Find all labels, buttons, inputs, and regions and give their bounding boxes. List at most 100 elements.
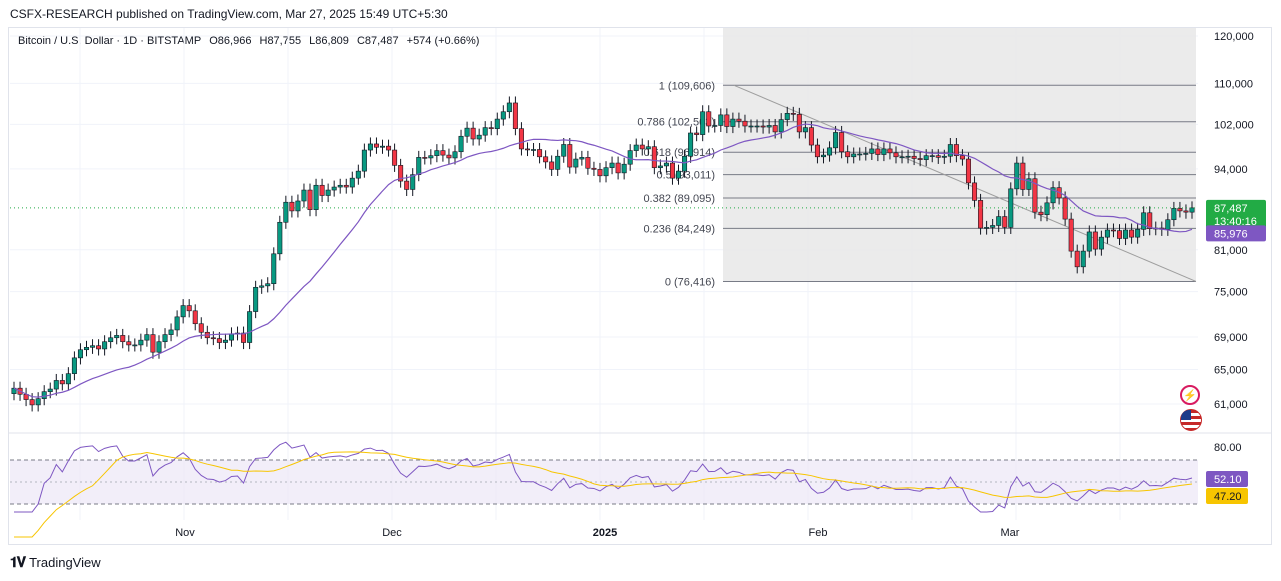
candle-body — [434, 150, 440, 156]
symbol-name[interactable]: Bitcoin / U.S. Dollar · 1D · BITSTAMP — [18, 35, 202, 47]
candle-body — [555, 155, 561, 170]
candle-body — [253, 286, 259, 312]
candle-body — [845, 151, 851, 158]
candle-body — [398, 165, 404, 182]
candle-body — [796, 114, 802, 133]
candle-body — [210, 337, 216, 340]
candle-body — [59, 380, 65, 385]
candle-body — [1117, 230, 1123, 239]
candle-body — [682, 155, 688, 172]
candle-body — [126, 341, 132, 346]
candle-body — [416, 157, 422, 175]
fib-level-label: 1 (109,606) — [659, 80, 715, 92]
candle-body — [676, 170, 682, 179]
candle-body — [1044, 202, 1050, 215]
footer-brand: TradingView — [29, 555, 101, 570]
candle-body — [1098, 236, 1104, 250]
rsi-ma-line — [14, 451, 1193, 538]
candle-body — [790, 113, 796, 115]
candle-body — [247, 311, 253, 343]
candle-body — [651, 146, 657, 168]
candle-body — [114, 335, 120, 339]
flash-icon[interactable]: ⚡ — [1180, 385, 1200, 405]
candle-body — [1110, 229, 1116, 232]
candle-body — [760, 125, 766, 128]
y-tick-label: 110,000 — [1214, 78, 1253, 90]
candle-body — [573, 158, 579, 168]
candle-body — [688, 132, 694, 157]
candle-body — [579, 157, 585, 160]
candle-body — [1177, 208, 1183, 212]
candle-body — [1141, 212, 1147, 230]
candle-body — [543, 156, 549, 163]
candle-body — [404, 180, 410, 190]
candle-body — [766, 125, 772, 128]
candle-body — [875, 148, 881, 155]
candle-body — [645, 146, 651, 150]
candle-body — [500, 111, 506, 120]
candle-body — [887, 148, 893, 154]
candle-body — [694, 132, 700, 135]
candle-body — [827, 147, 833, 156]
x-tick-label: Nov — [175, 527, 195, 539]
candle-body — [331, 186, 337, 191]
y-tick-label: 94,000 — [1214, 164, 1248, 176]
candle-body — [53, 380, 59, 390]
candle-body — [313, 184, 319, 210]
candle-body — [863, 153, 869, 155]
candle-body — [289, 201, 295, 212]
candle-body — [1135, 229, 1141, 238]
candle-body — [1032, 178, 1038, 213]
candle-body — [990, 225, 996, 228]
candle-body — [627, 150, 633, 165]
candle-body — [700, 111, 706, 135]
candle-body — [1026, 178, 1032, 190]
candle-body — [923, 155, 929, 160]
rsi-ma-value-badge — [1206, 488, 1248, 504]
candle-body — [857, 153, 863, 156]
candle-body — [222, 339, 228, 343]
candle-body — [706, 111, 712, 127]
candle-body — [476, 134, 482, 140]
footer[interactable]: 𝟏𝐕 TradingView — [10, 554, 101, 571]
candle-body — [271, 253, 277, 285]
candle-body — [1020, 162, 1026, 190]
candle-body — [1189, 207, 1195, 213]
candle-body — [174, 316, 180, 331]
fib-level-label: 0.618 (96,914) — [643, 147, 715, 159]
candle-body — [839, 132, 845, 153]
candle-body — [1086, 231, 1092, 252]
candle-body — [422, 157, 428, 159]
candle-body — [778, 119, 784, 133]
candle-body — [953, 144, 959, 156]
candle-body — [561, 144, 567, 157]
fib-level-label: 0.786 (102,503) — [637, 117, 715, 129]
candle-body — [869, 148, 875, 154]
ohlc-open: O86,966 — [209, 35, 252, 47]
candle-body — [1050, 187, 1056, 204]
candle-body — [1092, 231, 1098, 250]
candle-body — [83, 347, 89, 351]
candle-body — [506, 102, 512, 113]
candle-body — [984, 227, 990, 229]
candle-body — [669, 162, 675, 179]
rsi-y-tick-label: 80.00 — [1214, 442, 1242, 454]
us-flag-icon[interactable] — [1180, 409, 1202, 431]
candle-body — [718, 114, 724, 126]
fib-level-label: 0.236 (84,249) — [643, 223, 715, 235]
symbol-legend[interactable]: Bitcoin / U.S. Dollar · 1D · BITSTAMP O8… — [18, 35, 484, 47]
candle-body — [615, 162, 621, 174]
candle-body — [833, 132, 839, 149]
candle-body — [355, 170, 361, 179]
candle-body — [392, 149, 398, 166]
candle-body — [512, 102, 518, 129]
x-tick-label: 2025 — [593, 527, 617, 539]
candle-body — [965, 158, 971, 184]
candle-body — [1183, 210, 1189, 213]
candle-body — [736, 118, 742, 122]
candle-body — [531, 149, 537, 151]
candle-body — [585, 157, 591, 169]
candle-body — [71, 357, 77, 374]
candle-body — [144, 334, 150, 341]
